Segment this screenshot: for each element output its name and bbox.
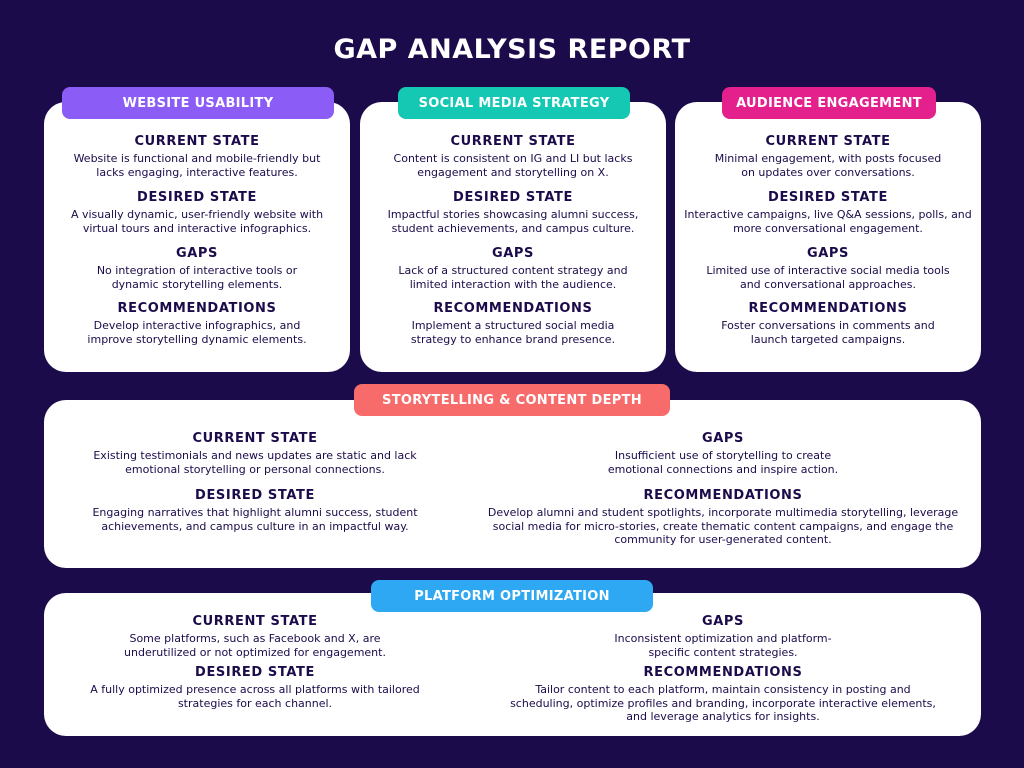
website-desired-state: DESIRED STATE A visually dynamic, user-f…: [52, 190, 342, 235]
desired-state-text: A visually dynamic, user-friendly websit…: [70, 208, 324, 235]
desired-state-text: A fully optimized presence across all pl…: [90, 683, 420, 710]
platform-optimization-label: PLATFORM OPTIMIZATION: [371, 580, 653, 612]
storytelling-gaps: GAPS Insufficient use of storytelling to…: [562, 431, 884, 476]
platform-gaps: GAPS Inconsistent optimization and platf…: [582, 614, 864, 659]
recommendations-heading: RECOMMENDATIONS: [643, 665, 803, 680]
current-state-heading: CURRENT STATE: [192, 614, 318, 629]
website-gaps: GAPS No integration of interactive tools…: [52, 246, 342, 291]
current-state-heading: CURRENT STATE: [450, 134, 576, 149]
gaps-text: Lack of a structured content strategy an…: [398, 264, 628, 291]
gaps-heading: GAPS: [701, 614, 745, 629]
recommendations-text: Implement a structured social media stra…: [410, 319, 616, 346]
social-desired-state: DESIRED STATE Impactful stories showcasi…: [368, 190, 658, 235]
recommendations-text: Foster conversations in comments and lau…: [721, 319, 935, 346]
current-state-heading: CURRENT STATE: [134, 134, 260, 149]
platform-desired-state: DESIRED STATE A fully optimized presence…: [86, 665, 424, 710]
gaps-text: No integration of interactive tools or d…: [96, 264, 298, 291]
storytelling-card: [44, 400, 981, 568]
current-state-text: Existing testimonials and news updates a…: [93, 449, 417, 476]
current-state-text: Minimal engagement, with posts focused o…: [714, 152, 942, 179]
social-media-strategy-card: [360, 102, 666, 372]
desired-state-heading: DESIRED STATE: [195, 488, 315, 503]
desired-state-text: Engaging narratives that highlight alumn…: [92, 506, 418, 533]
gaps-heading: GAPS: [175, 246, 219, 261]
audience-recommendations: RECOMMENDATIONS Foster conversations in …: [683, 301, 973, 346]
desired-state-text: Impactful stories showcasing alumni succ…: [387, 208, 639, 235]
desired-state-text: Interactive campaigns, live Q&A sessions…: [684, 208, 972, 235]
recommendations-heading: RECOMMENDATIONS: [433, 301, 593, 316]
storytelling-recommendations: RECOMMENDATIONS Develop alumni and stude…: [484, 488, 962, 547]
website-usability-label: WEBSITE USABILITY: [62, 87, 334, 119]
current-state-text: Content is consistent on IG and LI but l…: [393, 152, 633, 179]
storytelling-desired-state: DESIRED STATE Engaging narratives that h…: [64, 488, 446, 533]
website-usability-card: [44, 102, 350, 372]
audience-current-state: CURRENT STATE Minimal engagement, with p…: [683, 134, 973, 179]
social-current-state: CURRENT STATE Content is consistent on I…: [368, 134, 658, 179]
current-state-heading: CURRENT STATE: [192, 431, 318, 446]
recommendations-heading: RECOMMENDATIONS: [748, 301, 908, 316]
platform-current-state: CURRENT STATE Some platforms, such as Fa…: [92, 614, 418, 659]
recommendations-text: Tailor content to each platform, maintai…: [510, 683, 936, 723]
social-recommendations: RECOMMENDATIONS Implement a structured s…: [368, 301, 658, 346]
audience-engagement-label: AUDIENCE ENGAGEMENT: [722, 87, 936, 119]
website-recommendations: RECOMMENDATIONS Develop interactive info…: [52, 301, 342, 346]
social-gaps: GAPS Lack of a structured content strate…: [368, 246, 658, 291]
platform-optimization-card: [44, 593, 981, 736]
recommendations-heading: RECOMMENDATIONS: [117, 301, 277, 316]
gaps-heading: GAPS: [491, 246, 535, 261]
recommendations-heading: RECOMMENDATIONS: [643, 488, 803, 503]
desired-state-heading: DESIRED STATE: [195, 665, 315, 680]
desired-state-heading: DESIRED STATE: [453, 190, 573, 205]
audience-gaps: GAPS Limited use of interactive social m…: [683, 246, 973, 291]
page-title: GAP ANALYSIS REPORT: [333, 34, 691, 65]
gaps-text: Inconsistent optimization and platform-s…: [614, 632, 832, 659]
current-state-heading: CURRENT STATE: [765, 134, 891, 149]
recommendations-text: Develop interactive infographics, and im…: [87, 319, 307, 346]
storytelling-label: STORYTELLING & CONTENT DEPTH: [354, 384, 670, 416]
gaps-text: Limited use of interactive social media …: [706, 264, 950, 291]
social-media-strategy-label: SOCIAL MEDIA STRATEGY: [398, 87, 630, 119]
audience-engagement-card: [675, 102, 981, 372]
desired-state-heading: DESIRED STATE: [137, 190, 257, 205]
storytelling-current-state: CURRENT STATE Existing testimonials and …: [70, 431, 440, 476]
desired-state-heading: DESIRED STATE: [768, 190, 888, 205]
recommendations-text: Develop alumni and student spotlights, i…: [487, 506, 959, 546]
current-state-text: Website is functional and mobile-friendl…: [73, 152, 321, 179]
gaps-heading: GAPS: [701, 431, 745, 446]
current-state-text: Some platforms, such as Facebook and X, …: [124, 632, 386, 659]
gaps-text: Insufficient use of storytelling to crea…: [607, 449, 839, 476]
website-current-state: CURRENT STATE Website is functional and …: [52, 134, 342, 179]
platform-recommendations: RECOMMENDATIONS Tailor content to each p…: [506, 665, 940, 724]
gaps-heading: GAPS: [806, 246, 850, 261]
audience-desired-state: DESIRED STATE Interactive campaigns, liv…: [683, 190, 973, 235]
